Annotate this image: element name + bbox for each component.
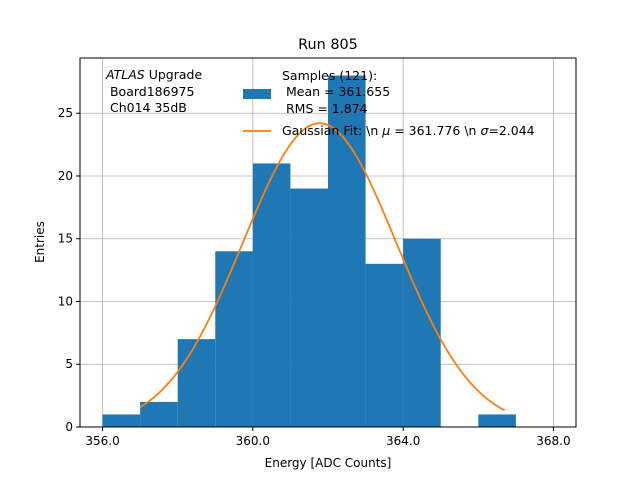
histogram-bar-10 — [478, 414, 516, 427]
y-tick-label-4: 20 — [58, 169, 73, 183]
histogram-bar-3 — [215, 251, 253, 427]
gaussian-fit — [139, 122, 506, 412]
y-tick-label-5: 25 — [58, 106, 73, 120]
channel-label: Ch014 35dB — [106, 100, 187, 115]
legend-hist-line2: Mean = 361.655 — [282, 84, 390, 99]
x-tick-label-2: 364.0 — [386, 434, 420, 448]
x-axis-label: Energy [ADC Counts] — [265, 456, 392, 470]
gaussian-fit-line — [139, 122, 506, 412]
x-axis-ticks: 356.0 360.0 364.0 368.0 — [85, 427, 571, 448]
y-tick-label-1: 5 — [65, 357, 73, 371]
legend: Samples (121): Mean = 361.655 RMS = 1.87… — [243, 68, 535, 138]
y-tick-label-3: 15 — [58, 232, 73, 246]
atlas-annotation: ATLAS Upgrade Board186975 Ch014 35dB — [105, 67, 202, 115]
svg-text:ATLAS Upgrade: ATLAS Upgrade — [105, 67, 202, 82]
atlas-label: ATLAS — [105, 67, 145, 82]
histogram-bar-7 — [365, 263, 404, 427]
y-tick-label-2: 10 — [58, 294, 73, 308]
legend-fit-label: Gaussian Fit: \n μ = 361.776 \n σ=2.044 — [282, 123, 535, 138]
y-tick-label-0: 0 — [65, 420, 73, 434]
board-label: Board186975 — [106, 84, 194, 99]
chart-title: Run 805 — [298, 37, 358, 53]
histogram-bar-0 — [102, 414, 141, 427]
histogram-bar-2 — [177, 339, 216, 427]
plot-frame — [79, 57, 577, 428]
x-tick-label-0: 356.0 — [85, 434, 119, 448]
y-axis-label: Entries — [33, 221, 47, 263]
x-tick-label-1: 360.0 — [236, 434, 270, 448]
histogram-bar-6 — [328, 75, 366, 428]
histogram-bars — [102, 75, 516, 428]
histogram-bar-5 — [290, 188, 328, 427]
histogram-bar-4 — [252, 163, 291, 427]
histogram-bar-8 — [403, 238, 441, 427]
y-axis-ticks: 0 5 10 15 20 25 — [58, 106, 80, 434]
legend-hist-swatch — [243, 89, 271, 99]
x-tick-label-3: 368.0 — [536, 434, 570, 448]
upgrade-label: Upgrade — [145, 67, 203, 82]
legend-hist-line1: Samples (121): — [282, 68, 377, 83]
legend-hist-line3: RMS = 1.874 — [282, 101, 368, 116]
histogram-bar-1 — [140, 401, 178, 427]
